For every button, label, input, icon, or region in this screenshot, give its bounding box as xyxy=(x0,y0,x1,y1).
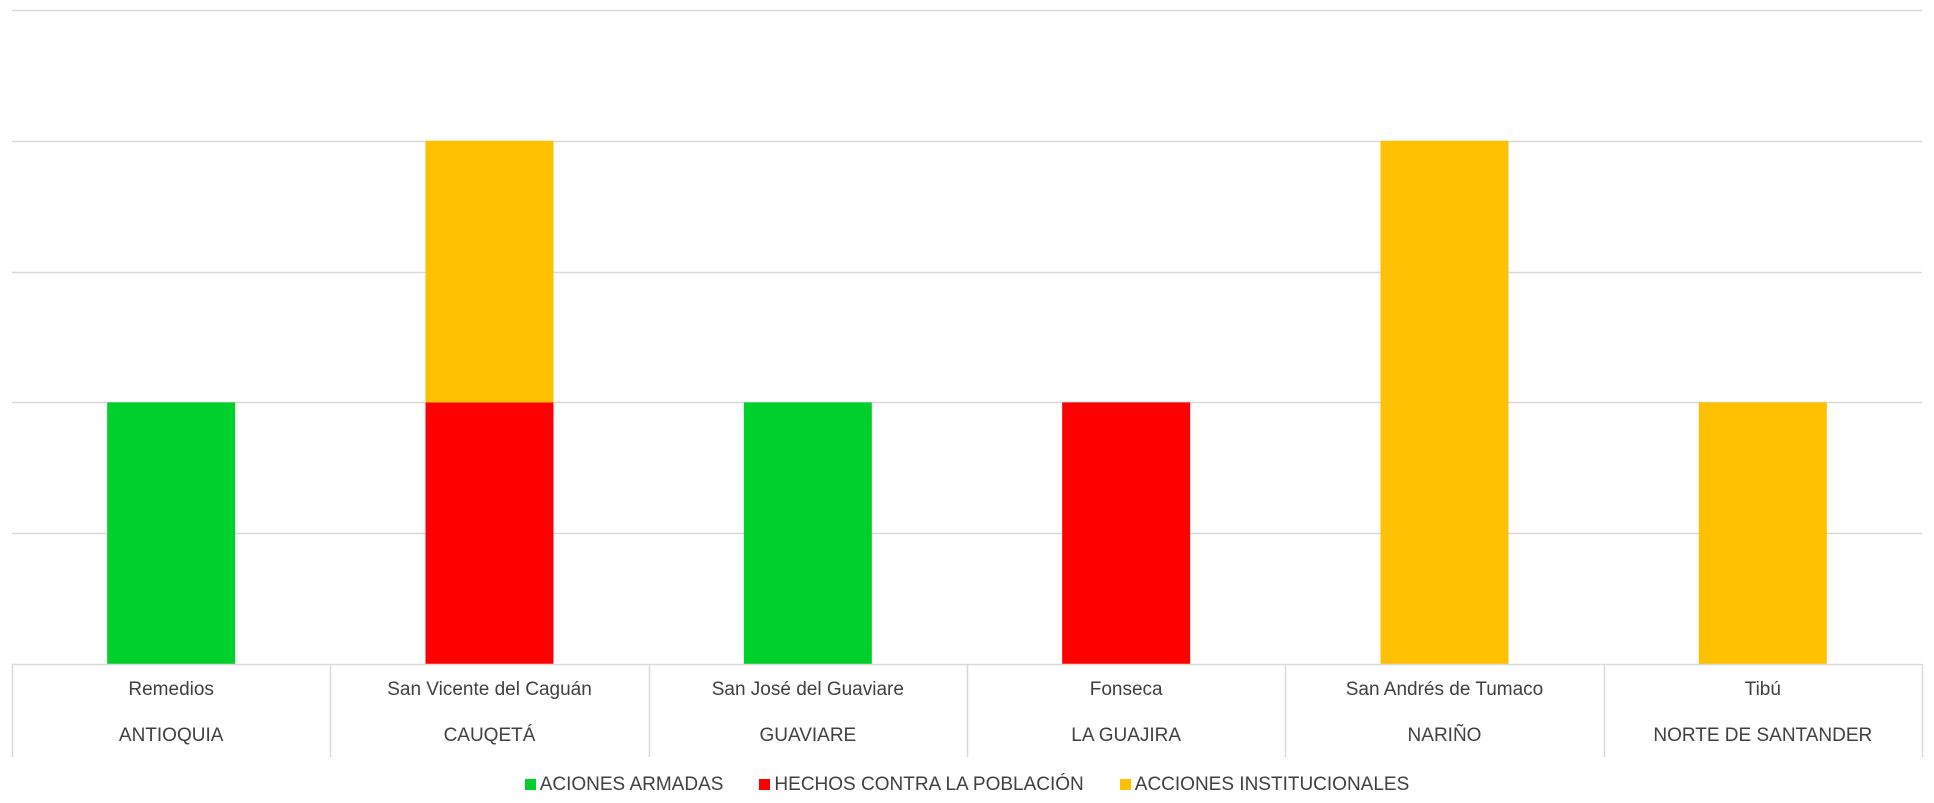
legend-label: ACCIONES INSTITUCIONALES xyxy=(1134,774,1410,795)
bar-segment xyxy=(1380,140,1509,665)
municipio-label: San José del Guaviare xyxy=(712,679,904,700)
departamento-label: LA GUAJIRA xyxy=(1071,725,1181,746)
bar-segment xyxy=(1698,402,1827,664)
departamento-label: NORTE DE SANTANDER xyxy=(1653,725,1872,746)
bar-segment xyxy=(107,402,236,664)
legend-item: ACIONES ARMADAS xyxy=(524,774,724,796)
bar-segment xyxy=(425,140,554,403)
bars xyxy=(107,140,1827,665)
municipio-label: San Vicente del Caguán xyxy=(387,679,592,700)
departamento-label: NARIÑO xyxy=(1408,724,1482,746)
legend: ACIONES ARMADAS HECHOS CONTRA LA POBLACIÓ… xyxy=(0,774,1934,796)
departamento-label: CAUQETÁ xyxy=(444,725,536,746)
gridlines xyxy=(12,9,1922,535)
legend-label: HECHOS CONTRA LA POBLACIÓN xyxy=(774,774,1084,795)
legend-swatch xyxy=(759,779,771,790)
category-axis: Remedios ANTIOQUIA San Vicente del Caguán C… xyxy=(11,663,1924,757)
municipio-label: Tibú xyxy=(1745,679,1781,700)
stacked-bar-chart: Remedios ANTIOQUIA San Vicente del Caguán C… xyxy=(11,9,1924,757)
legend-swatch xyxy=(1119,779,1131,790)
municipio-label: Fonseca xyxy=(1090,679,1163,700)
legend-item: HECHOS CONTRA LA POBLACIÓN xyxy=(759,774,1084,796)
departamento-label: ANTIOQUIA xyxy=(119,725,224,746)
departamento-label: GUAVIARE xyxy=(759,725,856,746)
legend-label: ACIONES ARMADAS xyxy=(539,774,724,795)
bar-segment xyxy=(1062,402,1191,664)
municipio-label: Remedios xyxy=(128,679,214,700)
bar-segment xyxy=(743,402,872,664)
municipio-label: San Andrés de Tumaco xyxy=(1346,679,1544,700)
legend-item: ACCIONES INSTITUCIONALES xyxy=(1119,774,1410,796)
legend-swatch xyxy=(524,779,536,790)
bar-segment xyxy=(425,402,554,664)
